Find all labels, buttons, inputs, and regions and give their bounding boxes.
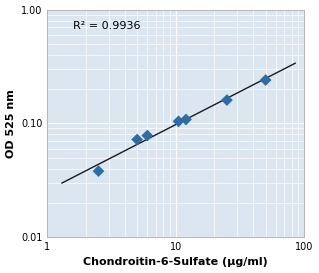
Text: R² = 0.9936: R² = 0.9936 [73,21,141,31]
Point [96,169,101,173]
Point [145,133,150,138]
Point [183,117,189,122]
Point [176,119,181,124]
Point [135,137,140,142]
Y-axis label: OD 525 nm: OD 525 nm [5,89,16,158]
Point [263,78,268,82]
X-axis label: Chondroitin-6-Sulfate (μg/ml): Chondroitin-6-Sulfate (μg/ml) [84,257,268,268]
Point [224,98,229,102]
